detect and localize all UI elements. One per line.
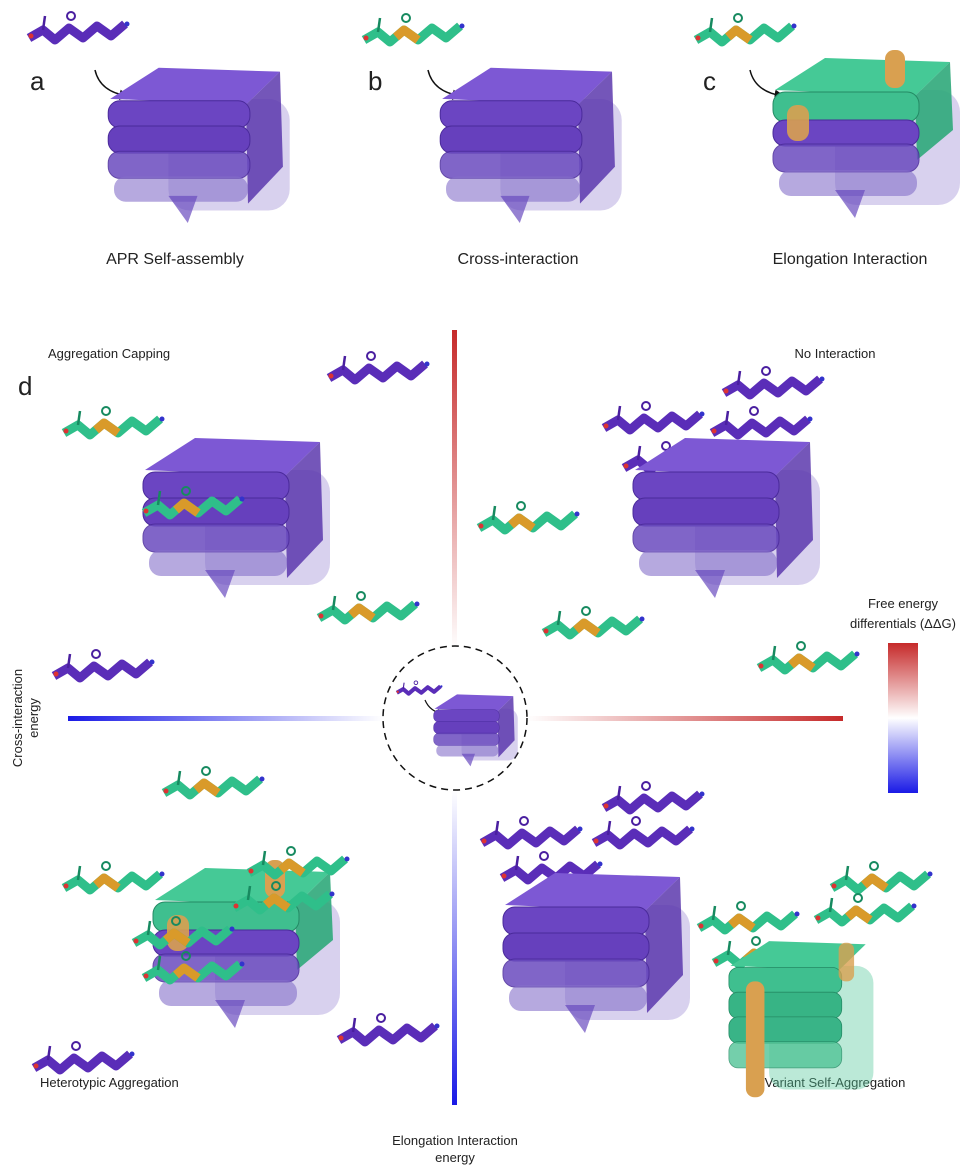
quadrant-label: No Interaction [795, 346, 876, 361]
panel-letter: b [368, 66, 382, 96]
panel-letter: a [30, 66, 45, 96]
axis-label: energy [26, 698, 41, 738]
panel-letter: c [703, 66, 716, 96]
panel-caption: APR Self-assembly [106, 251, 244, 268]
panel-b: b Cross-interaction [364, 14, 622, 268]
panel-d: d Aggregation Capping No Interaction Het… [10, 330, 956, 1165]
panel-caption: Elongation Interaction [773, 251, 928, 268]
axis-top [452, 330, 457, 650]
axis-bottom [452, 790, 457, 1105]
legend-title: Free energy [868, 596, 939, 611]
panel-a: a APR Self-assembly [29, 12, 290, 268]
colorbar [888, 643, 918, 793]
quadrant-label: Aggregation Capping [48, 346, 170, 361]
figure: a APR Self-assembly b Cross-interaction … [0, 0, 969, 1166]
legend-title: differentials (ΔΔG) [850, 616, 956, 631]
panel-c: c Elongation Interaction [696, 14, 961, 268]
panel-caption: Cross-interaction [458, 251, 579, 268]
quadrant-label: Heterotypic Aggregation [40, 1075, 179, 1090]
axis-right [527, 716, 843, 721]
panel-letter: d [18, 371, 32, 401]
axis-label: Elongation Interaction [392, 1133, 518, 1148]
axis-left [68, 716, 383, 721]
axis-label: energy [435, 1150, 475, 1165]
axis-label: Cross-interaction [10, 669, 25, 767]
